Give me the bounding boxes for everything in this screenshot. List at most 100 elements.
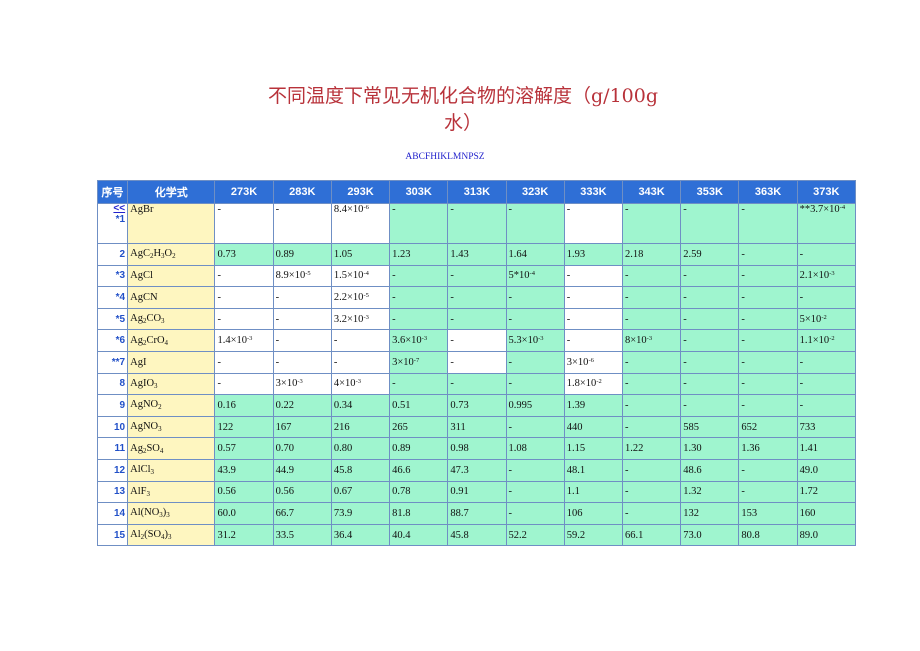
solubility-value: - bbox=[389, 286, 449, 309]
formula-cell: AgCl bbox=[127, 264, 216, 288]
table-row: 11 Ag2SO4 0.57 0.70 0.80 0.89 0.98 1.08 1.15 1.22… bbox=[96, 437, 857, 460]
solubility-value: - bbox=[738, 372, 798, 396]
header-temp-303k: 303K bbox=[389, 180, 449, 204]
solubility-value: 440 bbox=[563, 415, 623, 439]
formula-cell: AgC2H3O2 bbox=[127, 243, 216, 266]
solubility-value: 1.15 bbox=[563, 437, 623, 460]
solubility-value: 1.1 bbox=[563, 480, 623, 504]
solubility-value: 652 bbox=[738, 415, 798, 439]
solubility-value: 36.4 bbox=[330, 523, 391, 547]
solubility-value: 73.0 bbox=[680, 523, 740, 547]
header-temp-333k: 333K bbox=[563, 180, 623, 204]
table-row: *5 Ag2CO3- -3.2×10-3- - - - - - -5×10-2 bbox=[96, 307, 857, 331]
solubility-value: - bbox=[272, 350, 332, 374]
back-link[interactable]: << bbox=[113, 203, 126, 214]
formula-cell: AlF3 bbox=[127, 480, 216, 504]
solubility-value: - bbox=[621, 203, 682, 244]
solubility-value: - bbox=[505, 307, 565, 331]
solubility-value: 1.43 bbox=[447, 243, 507, 266]
formula-cell: AgCN bbox=[127, 286, 216, 309]
solubility-value: - bbox=[330, 329, 391, 352]
row-index: 15 bbox=[96, 523, 129, 547]
solubility-value: 1.4×10-3 bbox=[214, 329, 274, 352]
row-index: **7 bbox=[96, 350, 129, 374]
solubility-value: - bbox=[796, 286, 857, 309]
solubility-value: - bbox=[796, 372, 857, 396]
formula-cell: Ag2SO4 bbox=[127, 437, 216, 460]
header-row: 序号 化学式 273K 283K 293K 303K 313K 323K 333K 343K 353… bbox=[96, 180, 857, 204]
formula-cell: AgI bbox=[127, 350, 216, 374]
solubility-value: - bbox=[505, 458, 565, 482]
solubility-value: - bbox=[563, 307, 623, 331]
formula-cell: Ag2CO3 bbox=[127, 307, 216, 331]
solubility-value: - bbox=[796, 394, 857, 417]
solubility-value: - bbox=[738, 458, 798, 482]
solubility-value: 153 bbox=[738, 502, 798, 525]
solubility-value: - bbox=[738, 329, 798, 352]
table-row: *3 AgCl -8.9×10-5 1.5×10-4- -5*10-4- - - -2.1×1… bbox=[96, 264, 857, 288]
solubility-value: 160 bbox=[796, 502, 857, 525]
solubility-value: 2.18 bbox=[621, 243, 682, 266]
solubility-value: 40.4 bbox=[389, 523, 449, 547]
solubility-value: - bbox=[389, 203, 449, 244]
solubility-value: 0.98 bbox=[447, 437, 507, 460]
header-temp-293k: 293K bbox=[330, 180, 391, 204]
solubility-value: 1.93 bbox=[563, 243, 623, 266]
solubility-value: 585 bbox=[680, 415, 740, 439]
solubility-value: 43.9 bbox=[214, 458, 274, 482]
solubility-value: - bbox=[214, 350, 274, 374]
solubility-value: 66.7 bbox=[272, 502, 332, 525]
solubility-value: - bbox=[621, 372, 682, 396]
solubility-value: - bbox=[738, 394, 798, 417]
table-row: 9 AgNO2 0.16 0.22 0.34 0.51 0.73 0.995 1.39- - - - bbox=[96, 394, 857, 417]
row-index: 8 bbox=[96, 372, 129, 396]
header-temp-283k: 283K bbox=[272, 180, 332, 204]
solubility-value: 106 bbox=[563, 502, 623, 525]
solubility-value: 5×10-2 bbox=[796, 307, 857, 331]
solubility-value: - bbox=[214, 203, 274, 244]
solubility-value: 0.70 bbox=[272, 437, 332, 460]
solubility-value: 60.0 bbox=[214, 502, 274, 525]
header-temp-273k: 273K bbox=[214, 180, 274, 204]
solubility-value: 3.2×10-3 bbox=[330, 307, 391, 331]
solubility-value: - bbox=[621, 480, 682, 504]
row-index: 12 bbox=[96, 458, 129, 482]
solubility-value: 1.1×10-2 bbox=[796, 329, 857, 352]
solubility-value: 216 bbox=[330, 415, 391, 439]
solubility-value: 46.6 bbox=[389, 458, 449, 482]
solubility-value: 66.1 bbox=[621, 523, 682, 547]
solubility-value: 1.30 bbox=[680, 437, 740, 460]
solubility-value: - bbox=[680, 264, 740, 288]
solubility-value: 0.73 bbox=[447, 394, 507, 417]
solubility-value: - bbox=[621, 458, 682, 482]
formula-cell: AgNO3 bbox=[127, 415, 216, 439]
solubility-value: 167 bbox=[272, 415, 332, 439]
solubility-value: - bbox=[563, 329, 623, 352]
alphabet-index-links[interactable]: ABCFHIKLMNPSZ bbox=[405, 152, 485, 162]
row-index: 2 bbox=[96, 243, 129, 266]
solubility-value: - bbox=[272, 286, 332, 309]
table-row: *6 Ag2CrO4 1.4×10-3- -3.6×10-3-5.3×10-3-8×1… bbox=[96, 329, 857, 352]
solubility-value: 265 bbox=[389, 415, 449, 439]
solubility-value: - bbox=[389, 372, 449, 396]
solubility-value: 1.41 bbox=[796, 437, 857, 460]
table-row: 8 AgIO3-3×10-3 4×10-3- - -1.8×10-2- - - - bbox=[96, 372, 857, 396]
solubility-value: - bbox=[389, 264, 449, 288]
row-index: *3 bbox=[96, 264, 129, 288]
solubility-value: - bbox=[621, 502, 682, 525]
solubility-value: 48.6 bbox=[680, 458, 740, 482]
solubility-value: 0.89 bbox=[389, 437, 449, 460]
table-row: 10 AgNO3 122 167 216 265 311-440-585 652 733 bbox=[96, 415, 857, 439]
solubility-value: - bbox=[621, 264, 682, 288]
solubility-value: - bbox=[447, 350, 507, 374]
header-temp-353k: 353K bbox=[680, 180, 740, 204]
header-temp-373k: 373K bbox=[796, 180, 857, 204]
solubility-value: - bbox=[214, 307, 274, 331]
solubility-value: 0.78 bbox=[389, 480, 449, 504]
header-temp-313k: 313K bbox=[447, 180, 507, 204]
solubility-value: 0.57 bbox=[214, 437, 274, 460]
solubility-value: 89.0 bbox=[796, 523, 857, 547]
solubility-value: - bbox=[621, 415, 682, 439]
solubility-value: 8×10-3 bbox=[621, 329, 682, 352]
header-temp-343k: 343K bbox=[621, 180, 682, 204]
